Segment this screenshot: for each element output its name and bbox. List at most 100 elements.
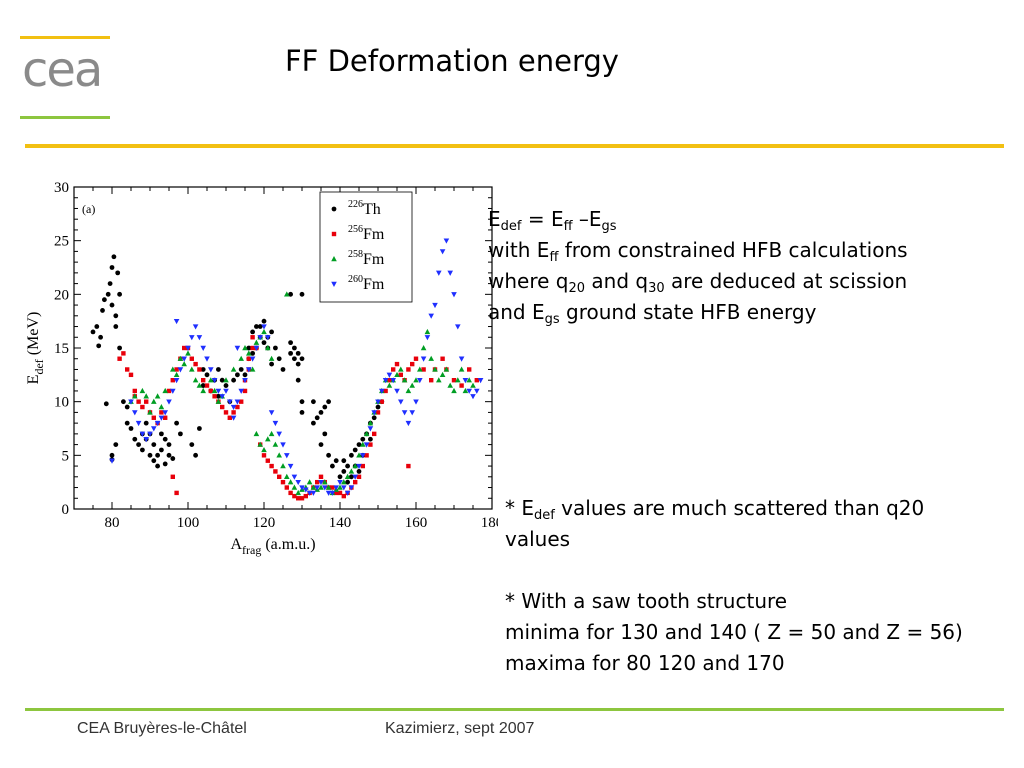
data-point-Fm260 xyxy=(215,388,222,394)
data-point-Fm260 xyxy=(249,356,256,362)
note-1-sub: def xyxy=(534,508,555,523)
data-point-Th226 xyxy=(124,420,130,426)
data-point-Th226 xyxy=(231,377,237,383)
data-point-Fm256 xyxy=(174,490,179,496)
data-point-Fm258 xyxy=(139,387,146,394)
footer-rule xyxy=(25,708,1004,711)
data-point-Fm260 xyxy=(238,388,244,394)
data-point-Fm258 xyxy=(420,345,427,351)
data-point-Fm260 xyxy=(348,485,355,491)
data-point-Fm260 xyxy=(132,410,138,416)
data-point-Fm260 xyxy=(420,356,427,362)
data-point-Th226 xyxy=(100,308,105,313)
data-point-Fm260 xyxy=(409,410,415,416)
data-point-Fm256 xyxy=(421,367,426,372)
data-point-Fm256 xyxy=(280,479,286,485)
data-point-Th226 xyxy=(254,324,259,329)
x-axis-label: Afrag (a.m.u.) xyxy=(230,536,315,557)
legend-marker-Fm260 xyxy=(331,281,337,287)
y-axis-label: Edef (MeV) xyxy=(25,312,46,385)
data-point-Fm256 xyxy=(235,404,240,410)
data-point-Fm260 xyxy=(166,399,172,405)
data-point-Fm256 xyxy=(269,463,274,469)
data-point-Th226 xyxy=(295,350,301,356)
data-point-Fm260 xyxy=(424,335,431,341)
formula-line3-sub2: 30 xyxy=(648,281,665,296)
data-point-Fm260 xyxy=(268,410,275,416)
y-tick-label: 10 xyxy=(54,395,69,411)
data-point-Fm260 xyxy=(170,388,176,394)
data-point-Fm256 xyxy=(284,485,289,490)
data-point-Th226 xyxy=(375,404,381,410)
data-point-Fm260 xyxy=(246,367,252,373)
data-point-Fm256 xyxy=(140,404,145,410)
data-point-Th226 xyxy=(288,340,293,346)
data-point-Th226 xyxy=(311,399,316,405)
data-point-Th226 xyxy=(349,452,354,458)
chart-svg: 80 100 120 140 160 180 0 5 10 15 20 25 30 Afrag (a.m.… xyxy=(25,180,503,557)
data-point-Fm258 xyxy=(173,371,180,378)
y-tick-label: 0 xyxy=(62,502,70,518)
data-point-Fm256 xyxy=(265,458,270,463)
data-point-Fm260 xyxy=(128,399,134,405)
data-point-Fm256 xyxy=(318,474,324,479)
data-point-Th226 xyxy=(159,447,164,453)
data-point-Th226 xyxy=(326,399,331,405)
data-point-Fm260 xyxy=(208,367,214,373)
data-point-Fm258 xyxy=(170,366,176,372)
panel-label: (a) xyxy=(82,202,95,216)
data-point-Fm260 xyxy=(401,410,408,416)
data-point-Fm258 xyxy=(253,430,260,437)
data-point-Fm260 xyxy=(151,426,157,432)
data-point-Fm260 xyxy=(257,335,263,341)
data-point-Th226 xyxy=(349,474,354,480)
data-point-Fm258 xyxy=(154,393,161,399)
data-point-Fm256 xyxy=(159,410,164,415)
data-point-Fm256 xyxy=(440,356,445,361)
note-2-line-3: maxima for 80 120 and 170 xyxy=(505,651,785,675)
data-point-Th226 xyxy=(269,361,274,367)
data-point-Fm260 xyxy=(230,415,237,421)
data-point-Fm256 xyxy=(379,399,384,404)
header-rule xyxy=(25,144,1004,148)
data-point-Fm256 xyxy=(212,394,217,399)
data-point-Fm256 xyxy=(315,479,320,485)
data-point-Fm260 xyxy=(382,378,389,384)
data-point-Th226 xyxy=(356,469,362,474)
data-point-Fm258 xyxy=(401,377,408,383)
formula-line3-post: are deduced at scission xyxy=(664,269,908,293)
data-point-Th226 xyxy=(322,404,328,410)
data-point-Fm256 xyxy=(451,378,457,383)
data-point-Fm260 xyxy=(135,420,142,427)
data-point-Th226 xyxy=(94,324,100,329)
data-point-Th226 xyxy=(151,458,157,464)
data-point-Fm258 xyxy=(458,366,465,372)
data-point-Fm260 xyxy=(242,378,248,384)
data-point-Fm258 xyxy=(462,387,469,394)
legend-marker-Fm256 xyxy=(331,231,337,237)
footer-right: Kazimierz, sept 2007 xyxy=(385,720,535,737)
data-point-Fm260 xyxy=(447,270,453,276)
formula-line3-mid: and q xyxy=(585,269,649,293)
data-point-Fm258 xyxy=(249,366,256,372)
data-point-Fm260 xyxy=(310,490,317,496)
data-point-Fm260 xyxy=(458,356,465,362)
data-point-Fm258 xyxy=(470,382,476,388)
legend-entry-Th226: 226Th xyxy=(348,199,381,218)
data-point-Fm258 xyxy=(242,345,248,351)
data-point-Fm258 xyxy=(322,479,328,485)
data-point-Th226 xyxy=(337,474,343,480)
data-point-Fm260 xyxy=(341,485,347,491)
data-point-Fm260 xyxy=(352,474,358,480)
data-point-Fm260 xyxy=(455,324,461,330)
data-point-Fm260 xyxy=(386,372,393,378)
data-point-Fm256 xyxy=(353,479,358,485)
footer-left: CEA Bruyères-le-Châtel xyxy=(77,720,247,737)
data-point-Fm258 xyxy=(280,463,286,469)
data-point-Th226 xyxy=(311,420,316,426)
data-point-Fm258 xyxy=(466,377,472,383)
data-point-Th226 xyxy=(318,410,324,415)
data-point-Fm258 xyxy=(143,393,149,399)
data-point-Fm258 xyxy=(360,441,366,447)
data-point-Th226 xyxy=(276,356,282,362)
